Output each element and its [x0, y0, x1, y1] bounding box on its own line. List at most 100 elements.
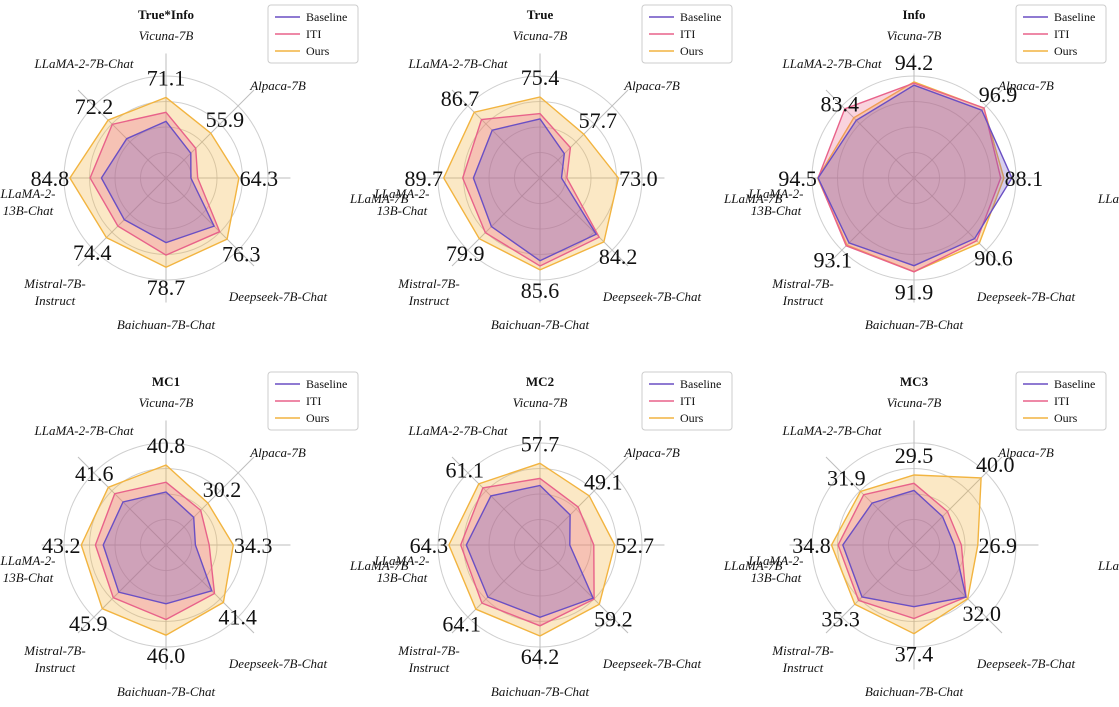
value-label: 57.7: [579, 108, 618, 133]
value-label: 41.4: [218, 605, 257, 630]
series-ours-area: [442, 96, 620, 271]
axis-label: LLaMA-7B: [349, 191, 409, 206]
value-label: 45.9: [69, 611, 108, 636]
axis-label: Mistral-7B-Instruct: [771, 643, 833, 675]
value-label: 43.2: [42, 533, 81, 558]
axis-label: LLaMA-7B: [723, 191, 783, 206]
axis-label: Vicuna-7B: [139, 28, 194, 43]
value-label: 83.4: [820, 92, 859, 117]
value-label: 79.9: [446, 241, 485, 266]
series-iti-area: [94, 481, 216, 621]
axis-label: LLaMA-7B: [349, 558, 409, 573]
radar-panel-mc2: 57.7 49.1 52.7 59.2 64.2 64.1 64.3 61.1 Vicuna-7…: [374, 371, 783, 699]
series-iti-area: [459, 477, 595, 627]
axis-spoke: [451, 456, 541, 546]
axis-label: Alpaca-7B: [623, 78, 680, 93]
axis-label: LLaMA-7B: [1097, 191, 1119, 206]
axis-label: Deepseek-7B-Chat: [228, 656, 328, 671]
value-label: 89.7: [404, 166, 443, 191]
value-label: 64.1: [442, 611, 481, 636]
axis-label: Deepseek-7B-Chat: [228, 289, 328, 304]
radar-panel-info: 94.2 96.9 88.1 90.6 91.9 93.1 94.5 83.4 Vicuna-7…: [748, 4, 1119, 332]
panel-title: True: [527, 7, 554, 22]
axis-label: LLaMA-2-13B-Chat: [748, 186, 804, 218]
axis-label: LLaMA-2-13B-Chat: [374, 186, 430, 218]
value-label: 40.8: [147, 433, 186, 458]
value-label: 93.1: [813, 247, 852, 272]
axis-label: Vicuna-7B: [139, 395, 194, 410]
value-label: 34.8: [792, 533, 831, 558]
value-label: 29.5: [895, 443, 934, 468]
panel-title: MC2: [526, 374, 554, 389]
legend-box: [267, 4, 359, 64]
value-label: 78.7: [147, 275, 186, 300]
axis-spoke: [165, 89, 255, 179]
axis-label: Vicuna-7B: [887, 28, 942, 43]
legend-label-ours: Ours: [1054, 411, 1078, 425]
axis-label: Baichuan-7B-Chat: [491, 684, 590, 699]
value-label: 74.4: [73, 240, 112, 265]
value-label: 52.7: [615, 533, 654, 558]
value-label: 75.4: [521, 65, 560, 90]
value-label: 57.7: [521, 431, 560, 456]
series-baseline-area: [472, 118, 598, 262]
axis-label: Baichuan-7B-Chat: [117, 317, 216, 332]
axis-label: Vicuna-7B: [887, 395, 942, 410]
axis-label: LLaMA-2-13B-Chat: [374, 553, 430, 585]
series-baseline-area: [842, 489, 967, 608]
value-label: 88.1: [1005, 166, 1044, 191]
legend-label-iti: ITI: [306, 394, 321, 408]
axis-label: Alpaca-7B: [249, 78, 306, 93]
legend-label-ours: Ours: [680, 411, 704, 425]
axis-spoke: [77, 544, 167, 634]
value-label: 49.1: [584, 470, 623, 495]
series-baseline-area: [100, 120, 216, 244]
value-label: 73.0: [619, 166, 658, 191]
legend-box: [641, 371, 733, 431]
axis-label: LLaMA-2-7B-Chat: [408, 56, 508, 71]
axis-spoke: [825, 89, 915, 179]
axis-label: LLaMA-2-7B-Chat: [782, 56, 882, 71]
legend-label-baseline: Baseline: [1054, 377, 1095, 391]
axis-label: LLaMA-2-7B-Chat: [408, 423, 508, 438]
value-label: 35.3: [821, 606, 860, 631]
legend-label-ours: Ours: [1054, 44, 1078, 58]
axis-label: Mistral-7B-Instruct: [771, 276, 833, 308]
axis-label: Baichuan-7B-Chat: [491, 317, 590, 332]
value-label: 96.9: [979, 82, 1018, 107]
legend-box: [267, 371, 359, 431]
value-label: 37.4: [895, 642, 934, 667]
axis-spoke: [451, 89, 541, 179]
axis-label: Alpaca-7B: [997, 78, 1054, 93]
series-iti-area: [837, 482, 967, 620]
axis-spoke: [165, 456, 255, 546]
series-ours-area: [830, 474, 982, 635]
value-label: 34.3: [234, 533, 273, 558]
value-label: 91.9: [895, 280, 934, 305]
axis-label: Alpaca-7B: [249, 445, 306, 460]
axis-spoke: [451, 177, 541, 267]
axis-label: Baichuan-7B-Chat: [117, 684, 216, 699]
axis-spoke: [913, 177, 1003, 267]
panel-title: MC1: [152, 374, 180, 389]
legend-label-ours: Ours: [306, 411, 330, 425]
legend-label-ours: Ours: [680, 44, 704, 58]
value-label: 59.2: [594, 606, 633, 631]
value-label: 76.3: [222, 241, 261, 266]
legend-label-baseline: Baseline: [306, 377, 347, 391]
value-label: 85.6: [521, 278, 560, 303]
value-label: 26.9: [979, 533, 1018, 558]
legend-label-iti: ITI: [680, 27, 695, 41]
legend-label-baseline: Baseline: [680, 377, 721, 391]
value-label: 31.9: [827, 465, 866, 490]
legend-label-iti: ITI: [306, 27, 321, 41]
series-iti-area: [817, 82, 1002, 273]
axis-spoke: [825, 456, 915, 546]
axis-label: LLaMA-2-13B-Chat: [748, 553, 804, 585]
value-label: 94.5: [778, 166, 817, 191]
value-label: 71.1: [147, 65, 186, 90]
axis-label: Baichuan-7B-Chat: [865, 684, 964, 699]
axis-label: LLaMA-7B: [723, 558, 783, 573]
value-label: 64.3: [240, 166, 279, 191]
axis-spoke: [77, 89, 167, 179]
